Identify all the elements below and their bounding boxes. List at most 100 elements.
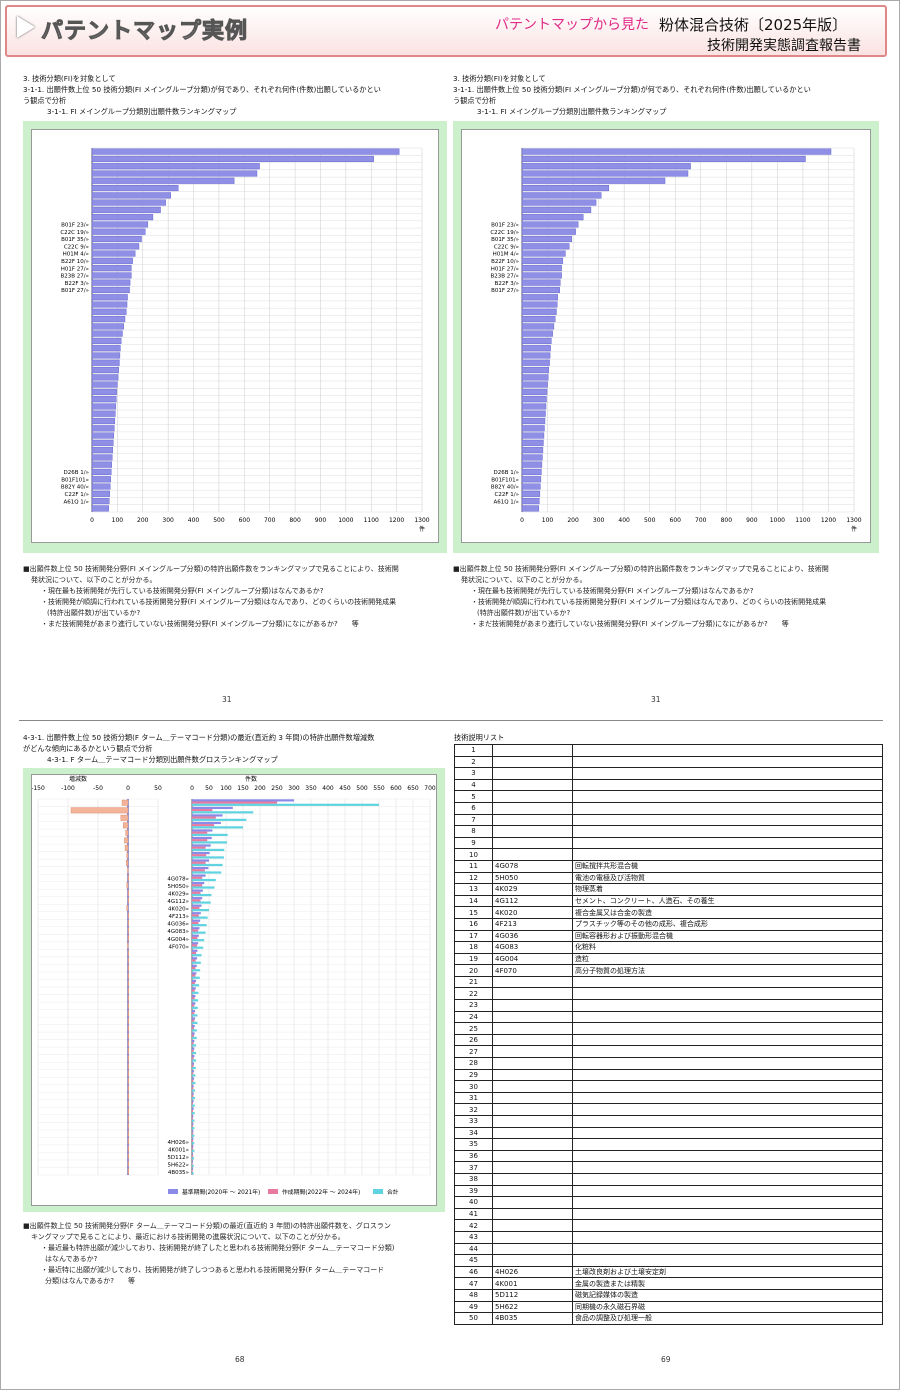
code-cell [492,1172,573,1186]
base-bar [192,1047,195,1050]
row-number: 37 [454,1161,493,1174]
current-bar [192,1004,195,1007]
bar [521,425,545,432]
table-row: 4 [454,778,883,792]
current-bar [192,876,203,879]
bar [521,505,540,512]
tick-label: -50 [93,785,103,792]
bar [521,498,540,505]
description-cell [572,1091,883,1105]
row-number: 34 [454,1126,493,1140]
current-bar [192,1132,194,1135]
description-cell [572,1230,883,1244]
tick-label: 800 [289,517,301,524]
code-cell [492,801,573,815]
row-number: 24 [454,1010,493,1024]
current-bar [192,1117,194,1120]
current-bar [192,1162,193,1165]
total-bar [192,1119,195,1122]
code-cell: 5H050 [492,871,573,885]
description-cell [572,999,883,1012]
total-bar [192,1157,195,1160]
right-description: ■出願件数上位 50 技術開発分野(FI メイングループ分類)の特許出願件数をラ… [453,564,883,630]
category-label: B01F 23/» [491,223,519,229]
table-row: 25 [454,1022,883,1035]
row-number: 2 [454,755,493,769]
increase-bar [127,897,129,904]
table-row: 6 [454,801,883,815]
code-cell: 5D112 [492,1288,573,1302]
bar [91,461,112,468]
bar [521,228,576,235]
table-row: 1 [454,744,883,757]
row-number: 27 [454,1045,493,1059]
row-number: 23 [454,999,493,1012]
bar [91,316,126,323]
code-cell: 4H026 [492,1265,573,1279]
chart-area: 増減数 件数 -150 -100 -50 0 50 0 50 100 150 200 250 300 350… [31,774,437,1206]
category-label: C22C 9/» [494,244,519,250]
code-cell: 4B035 [492,1312,573,1325]
total-bar [192,924,207,927]
table-row: 8 [454,825,883,838]
tick-label: 700 [264,517,276,524]
current-bar [192,899,201,902]
chart-area: 0 100 200 300 400 500 600 700 800 900 1000 1100 1200… [461,129,871,543]
tick-label: 1000 [770,517,785,524]
description-cell: 高分子物質の処理方法 [572,964,883,977]
bar [91,221,149,228]
total-bar [192,841,228,844]
base-bar [192,964,197,967]
heading-line: 3. 技術分類(FI)を対象として [23,74,116,83]
row-number: 6 [454,801,493,815]
base-bar [192,1130,194,1133]
bar [521,352,551,359]
increase-bar [127,935,129,942]
desc-line: キングマップで見ることにより、最近における技術開発の進展状況について、以下のこと… [31,1233,345,1241]
base-bar [192,942,199,945]
total-bar [192,931,206,934]
increase-bar [127,1017,129,1024]
row-number: 48 [454,1288,493,1302]
tick-label: 300 [288,785,300,792]
base-bar [192,987,196,990]
bar [521,490,541,497]
description-cell: 土壌改良剤および土壌安定剤 [572,1265,883,1279]
base-bar [192,912,201,915]
current-bar [192,1087,194,1090]
current-bar [192,869,205,872]
table-row: 11 4G078 回転撹拌共形混合機 [454,859,883,873]
table-row: 33 [454,1115,883,1128]
bar [91,170,258,177]
total-bar [192,1059,197,1062]
description-cell [572,790,883,803]
bar [521,163,691,170]
description-cell [572,1115,883,1128]
bar [521,330,553,337]
legend-label: 作成期間(2022年 〜 2024年) [282,1188,360,1196]
description-cell [572,1184,883,1198]
description-cell [572,1057,883,1070]
bar [521,301,558,308]
bar [521,279,561,286]
base-bar [192,851,210,855]
bottom-left-description: ■出願件数上位 50 技術開発分野(F ターム＿テーマコード分類)の最近(直近約… [23,1221,447,1287]
tick-label: 50 [154,785,162,792]
current-bar [192,1079,194,1082]
total-bar [192,826,243,829]
description-cell [572,1068,883,1082]
bar [91,476,111,483]
bar [91,294,128,301]
base-bar [192,1070,195,1073]
tick-label: 1200 [389,517,404,524]
page-number: 31 [222,695,232,704]
left-section-heading: 3. 技術分類(FI)を対象として 3-1-1. 出願件数上位 50 技術分類(… [23,73,447,117]
table-row: 21 [454,975,883,989]
description-cell: 食品の調整及び処理一般 [572,1312,883,1325]
axis-title: 件数 [245,775,257,783]
table-row: 38 [454,1172,883,1186]
bar [91,163,260,170]
base-bar [192,934,199,937]
current-bar [192,1064,194,1067]
table-row: 20 4F070 高分子物質の処理方法 [454,964,883,977]
